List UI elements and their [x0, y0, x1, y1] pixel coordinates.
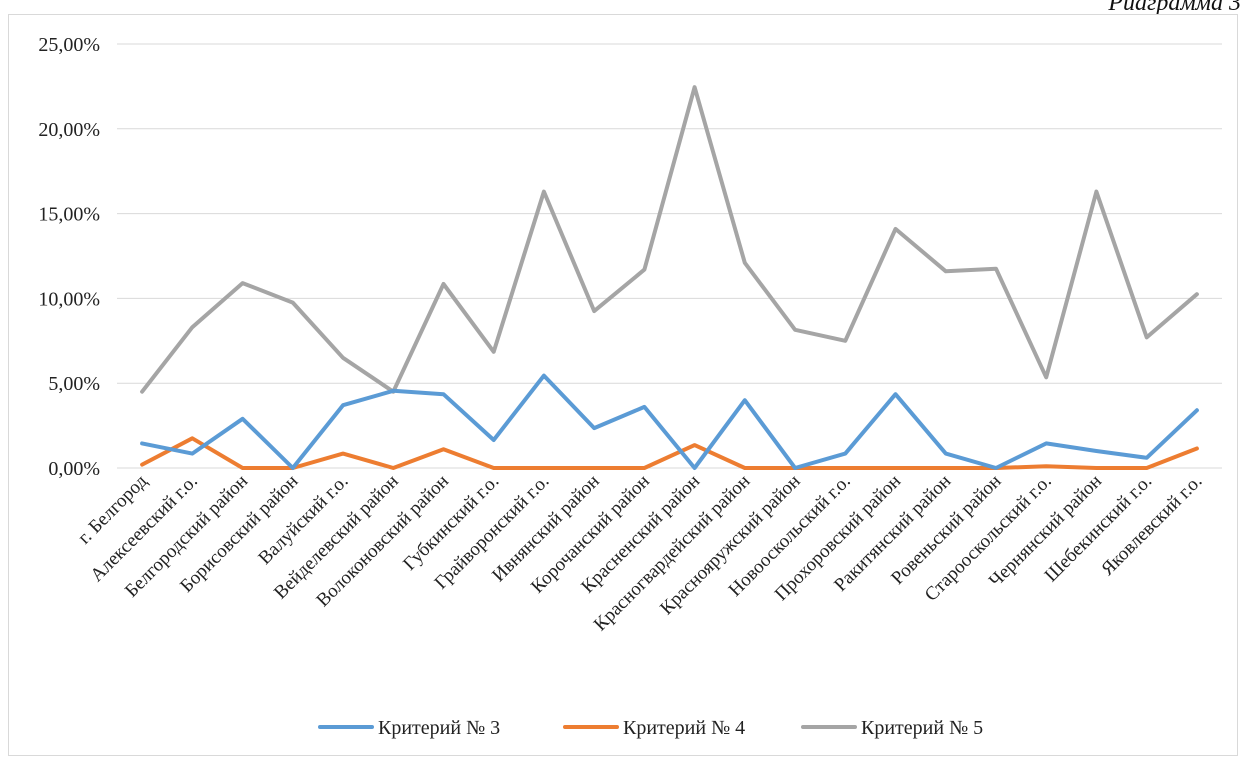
- y-axis-tick-labels: 0,00% 5,00% 10,00% 15,00% 20,00% 25,00%: [38, 34, 100, 480]
- chart-area: [8, 14, 1238, 756]
- y-tick-label: 25,00%: [38, 34, 100, 56]
- series-lines: [140, 85, 1199, 470]
- legend-entry: Критерий № 5: [861, 717, 983, 739]
- y-tick-label: 10,00%: [38, 288, 100, 310]
- y-tick-label: 5,00%: [48, 373, 100, 395]
- legend-entry: Критерий № 4: [623, 717, 745, 739]
- series-line: [140, 373, 1199, 470]
- series-line: [140, 85, 1199, 394]
- legend: Критерий № 3 Критерий № 4 Критерий № 5: [318, 717, 983, 739]
- figure-caption: Риаграмма 3: [1108, 0, 1241, 16]
- y-tick-label: 15,00%: [38, 204, 100, 226]
- series-line: [140, 436, 1199, 470]
- gridlines: [117, 43, 1222, 384]
- y-tick-label: 20,00%: [38, 119, 100, 141]
- legend-entry: Критерий № 3: [378, 717, 500, 739]
- y-tick-label: 0,00%: [48, 458, 100, 480]
